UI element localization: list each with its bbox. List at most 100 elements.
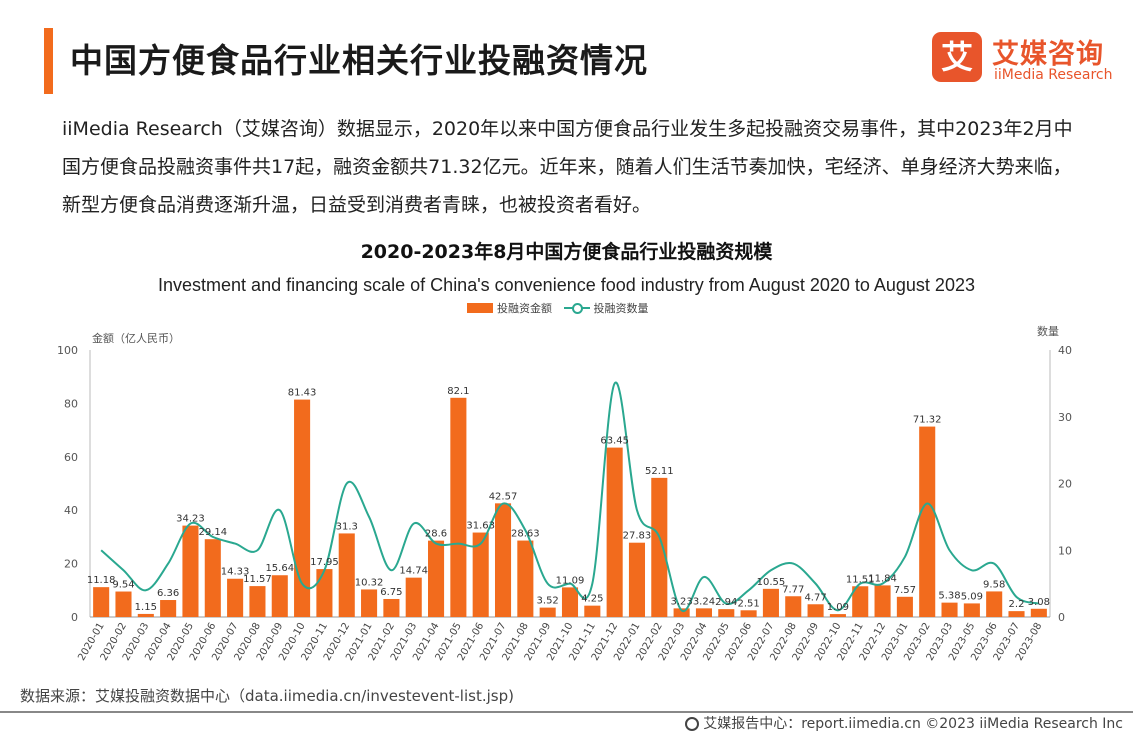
bar-2022-11 [852,586,869,617]
bar-2020-06 [204,539,221,617]
data-label-2023-02: 71.32 [913,415,942,426]
y-tick-left: 0 [71,611,78,624]
bar-2022-06 [740,610,757,617]
chart-subtitle: Investment and financing scale of China'… [158,275,975,295]
y-tick-right: 40 [1058,344,1072,357]
y-tick-left: 100 [57,344,78,357]
y-tick-left: 20 [64,558,78,571]
data-label-2022-05: 2.94 [715,597,737,608]
logo-cn-text: 艾媒咨询 [992,39,1104,70]
data-label-2020-09: 15.64 [265,563,294,574]
intro-paragraph: iiMedia Research（艾媒咨询）数据显示，2020年以来中国方便食品… [62,118,1073,216]
bar-2020-09 [271,575,288,617]
bar-2023-03 [941,602,958,617]
legend-bar-swatch [467,303,493,313]
iimedia-logo: 艾 艾媒咨询 iiMedia Research [932,30,1122,86]
data-label-2022-07: 10.55 [757,577,786,588]
data-label-2023-07: 2.2 [1009,599,1025,610]
page-title: 中国方便食品行业相关行业投融资情况 [70,41,648,80]
logo-mark-icon: 艾 [932,32,982,82]
data-label-2023-06: 9.58 [983,579,1005,590]
data-label-2020-02: 9.54 [112,580,134,591]
data-source: 数据来源：艾媒投融资数据中心（data.iimedia.cn/investeve… [20,687,514,705]
legend-bar-label: 投融资金额 [497,302,552,315]
bar-2023-06 [986,591,1003,617]
bar-2021-07 [494,503,512,617]
bar-2021-09 [539,607,556,617]
data-label-2022-12: 11.84 [868,573,897,584]
data-label-2022-08: 7.77 [782,584,804,595]
data-label-2021-06: 31.63 [466,521,495,532]
y-tick-right: 10 [1058,544,1072,557]
bar-2021-05 [450,397,467,617]
bar-2021-06 [472,532,489,617]
data-label-2021-09: 3.52 [537,596,559,607]
data-label-2020-05: 34.23 [176,514,205,525]
data-label-2021-03: 14.74 [399,566,428,577]
footer-divider [0,711,1133,713]
data-label-2021-02: 6.75 [380,587,402,598]
data-label-2021-04: 28.6 [425,529,447,540]
data-label-2022-11: 11.51 [846,574,875,585]
bar-2020-02 [115,591,132,617]
data-label-2022-09: 4.77 [804,592,826,603]
bar-2022-01 [628,542,646,617]
bar-2021-02 [383,598,400,617]
data-label-2021-08: 28.63 [511,529,540,540]
data-label-2020-12: 31.3 [336,521,358,532]
y-tick-left: 80 [64,397,78,410]
data-label-2023-05: 5.09 [961,591,983,602]
bar-2022-10 [829,614,846,617]
bar-2021-08 [517,540,534,617]
legend-line-label: 投融资数量 [593,302,649,315]
line-series-count [100,381,1040,612]
bar-2020-07 [227,578,244,617]
data-label-2021-01: 10.32 [355,577,384,588]
bar-2020-04 [160,600,177,617]
title-accent-bar [44,28,53,94]
bar-2020-01 [93,587,110,617]
bar-2021-10 [561,587,579,617]
logo-en-text: iiMedia Research [994,67,1113,83]
bar-2022-02 [651,477,668,617]
bar-2020-08 [249,586,266,617]
chart-svg: 金额（亿人民币） 数量 0 20 40 60 80 100 0 10 20 30 40 11.189.54… [57,325,1072,663]
data-label-2020-04: 6.36 [157,588,179,599]
bar-2023-01 [896,596,913,617]
data-label-2023-03: 5.38 [938,591,960,602]
data-label-2020-07: 14.33 [221,567,250,578]
data-label-2022-02: 52.11 [645,466,674,477]
footer-text: 艾媒报告中心：report.iimedia.cn ©2023 iiMedia R… [703,716,1123,732]
chart-title: 2020-2023年8月中国方便食品行业投融资规模 [360,241,773,263]
bar-2020-03 [137,613,154,617]
bar-2021-04 [428,540,445,617]
y-axis-left-label: 金额（亿人民币） [92,331,180,345]
y-axis-right-label: 数量 [1037,325,1059,338]
data-label-2020-03: 1.15 [135,602,157,613]
bar-2022-05 [718,609,735,617]
footer: 艾媒报告中心：report.iimedia.cn ©2023 iiMedia R… [685,713,1123,733]
data-label-2021-07: 42.57 [489,491,518,502]
bar-2021-03 [405,577,422,617]
data-label-2020-06: 29.14 [198,527,227,538]
bar-2023-07 [1008,611,1025,617]
bar-2022-09 [807,604,824,617]
data-label-2021-10: 11.09 [556,575,585,586]
bar-2020-11 [316,569,333,617]
bar-2022-07 [762,588,779,617]
data-label-2020-11: 17.95 [310,557,339,568]
data-label-2023-08: 3.08 [1028,597,1050,608]
y-tick-left: 60 [64,451,78,464]
data-label-2021-11: 4.25 [581,594,603,605]
globe-icon [685,717,700,731]
bar-2022-12 [874,585,891,617]
bar-2021-01 [361,589,378,617]
y-tick-right: 30 [1058,411,1072,424]
bar-2023-02 [919,426,936,617]
bar-2020-05 [182,525,199,617]
data-label-2022-03: 3.23 [670,596,692,607]
data-label-2021-05: 82.1 [447,386,469,397]
bar-2020-10 [294,399,311,617]
bar-2020-12 [338,533,355,617]
data-label-2022-01: 27.83 [623,531,652,542]
